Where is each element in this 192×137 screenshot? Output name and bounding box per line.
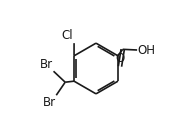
Text: OH: OH: [138, 44, 156, 56]
Text: Br: Br: [40, 58, 53, 71]
Text: Br: Br: [42, 96, 56, 109]
Text: Cl: Cl: [62, 29, 73, 42]
Text: O: O: [115, 52, 125, 65]
